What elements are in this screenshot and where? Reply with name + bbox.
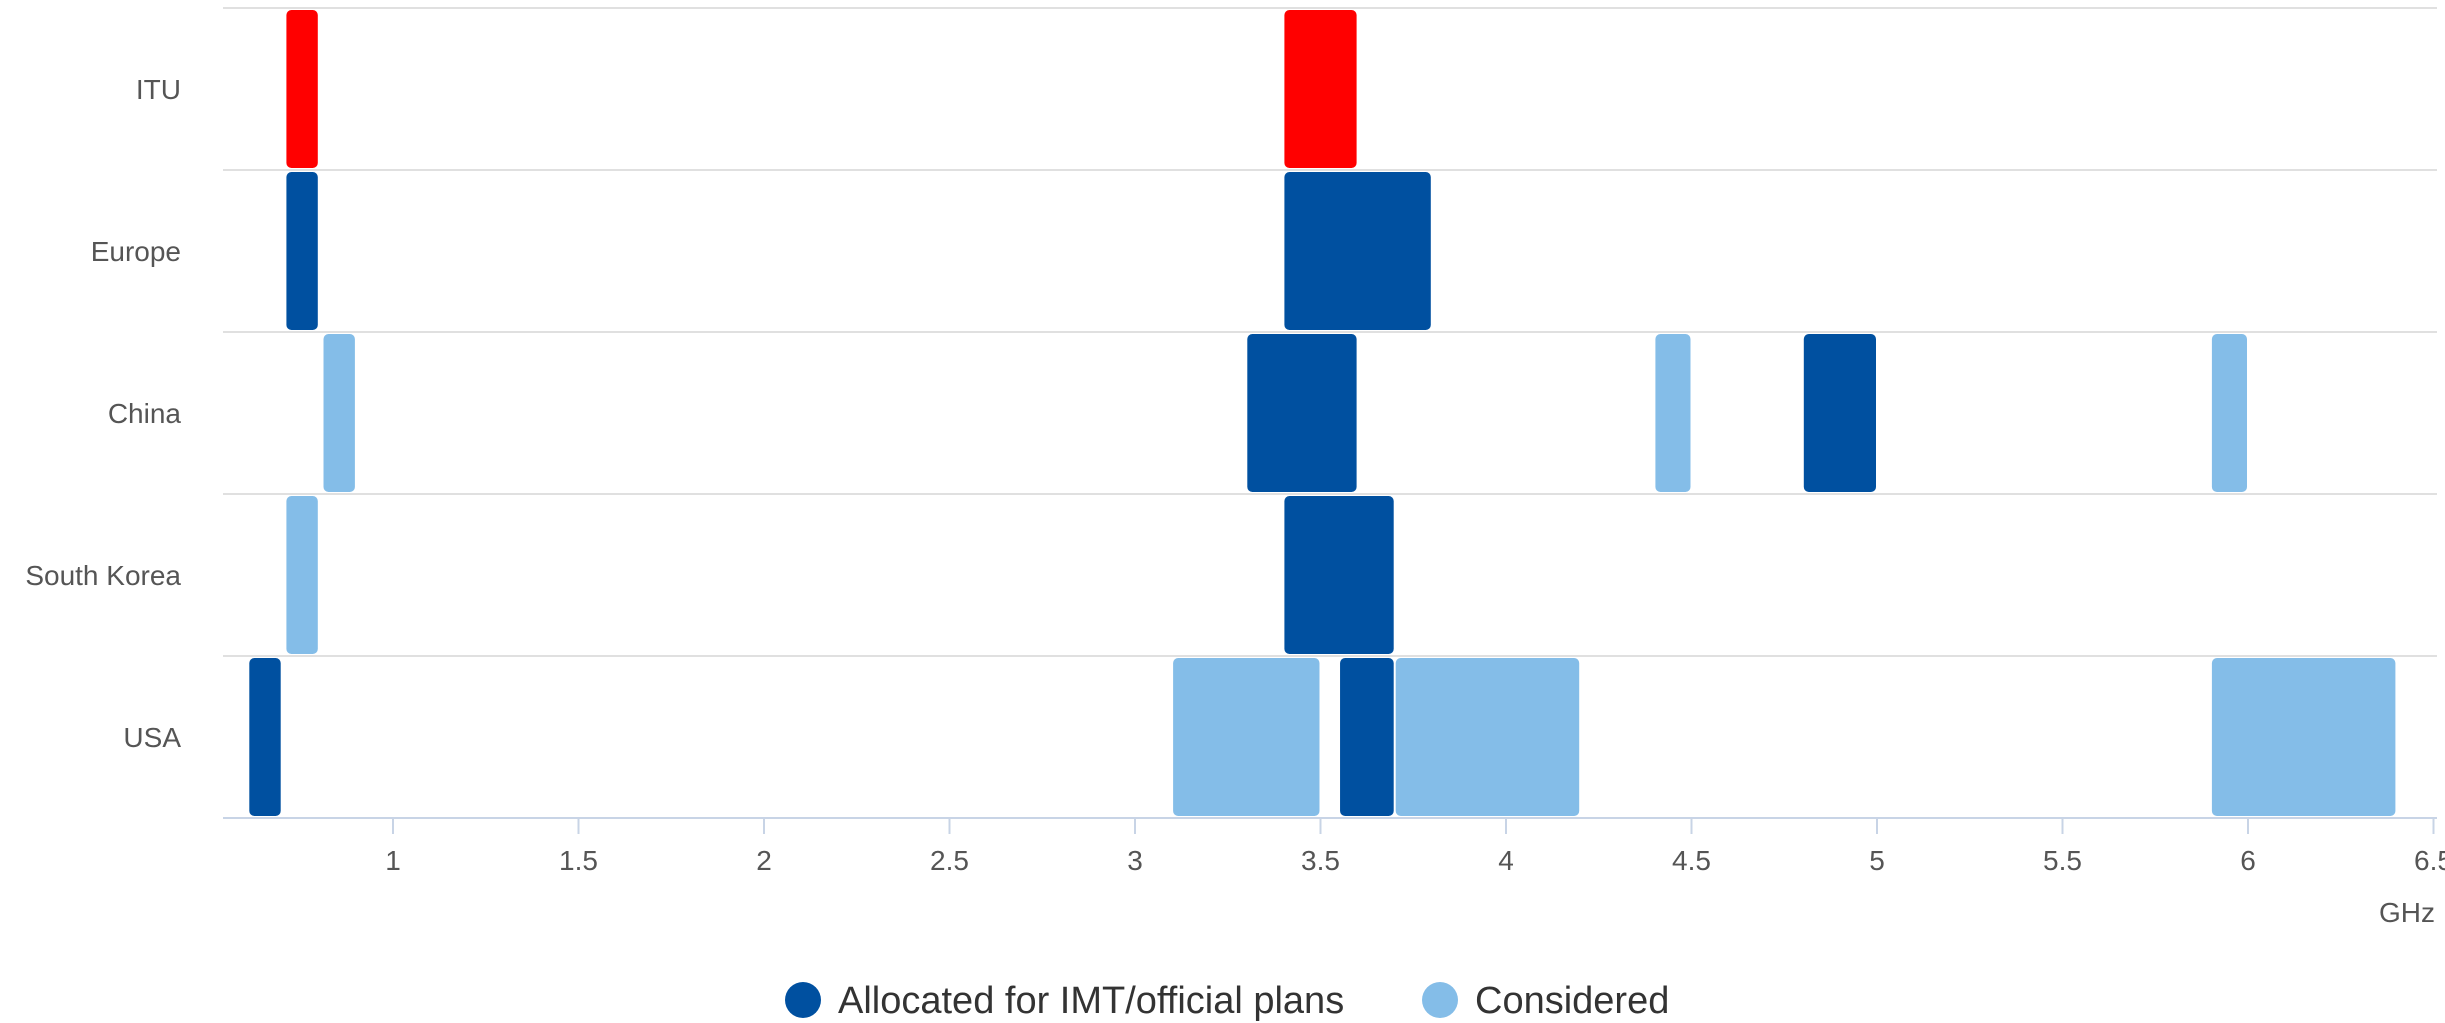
category-label: Europe — [91, 236, 181, 267]
legend-marker-allocated[interactable] — [785, 982, 821, 1018]
legend-marker-considered[interactable] — [1422, 982, 1458, 1018]
x-tick-label: 2.5 — [930, 845, 969, 876]
band-bar-considered — [2211, 334, 2247, 492]
x-axis: 1 1.5 2 2.5 3 3.5 4 4.5 5 5.5 6 6.5 — [223, 817, 2445, 876]
x-tick-label: 6.5 — [2414, 845, 2445, 876]
x-tick-label: 3 — [1127, 845, 1143, 876]
x-axis-unit-label: GHz — [2379, 897, 2435, 928]
x-tick-label: 4.5 — [1672, 845, 1711, 876]
category-label: ITU — [136, 74, 181, 105]
category-label: USA — [123, 722, 181, 753]
band-bar-considered — [286, 496, 318, 654]
grid-lines — [223, 7, 2437, 657]
band-bar-allocated — [1803, 334, 1876, 492]
band-bar-considered — [2211, 658, 2396, 816]
x-tick-label: 6 — [2240, 845, 2256, 876]
category-label: South Korea — [25, 560, 181, 591]
x-tick-label: 5.5 — [2043, 845, 2082, 876]
band-bar-itu — [286, 10, 318, 168]
band-bar-allocated — [1284, 172, 1431, 330]
category-label: China — [108, 398, 182, 429]
x-tick-label: 5 — [1869, 845, 1885, 876]
x-tick-label: 2 — [756, 845, 772, 876]
band-bar-allocated — [1340, 658, 1394, 816]
x-tick-label: 4 — [1498, 845, 1514, 876]
band-bar-considered — [1395, 658, 1580, 816]
band-bar-considered — [1173, 658, 1320, 816]
legend: Allocated for IMT/official plans Consider… — [785, 980, 1669, 1022]
band-bar-allocated — [1247, 334, 1357, 492]
band-bar-itu — [1284, 10, 1357, 168]
legend-label-allocated[interactable]: Allocated for IMT/official plans — [838, 980, 1344, 1022]
x-tick-label: 1.5 — [559, 845, 598, 876]
x-tick-label: 3.5 — [1301, 845, 1340, 876]
band-bar-allocated — [1284, 496, 1394, 654]
category-labels: ITU Europe China South Korea USA — [25, 74, 181, 753]
band-bar-considered — [323, 334, 355, 492]
band-bar-allocated — [249, 658, 281, 816]
band-bar-allocated — [286, 172, 318, 330]
legend-label-considered[interactable]: Considered — [1475, 980, 1669, 1022]
band-bar-considered — [1655, 334, 1691, 492]
x-tick-label: 1 — [385, 845, 401, 876]
band-bars — [249, 10, 2396, 816]
